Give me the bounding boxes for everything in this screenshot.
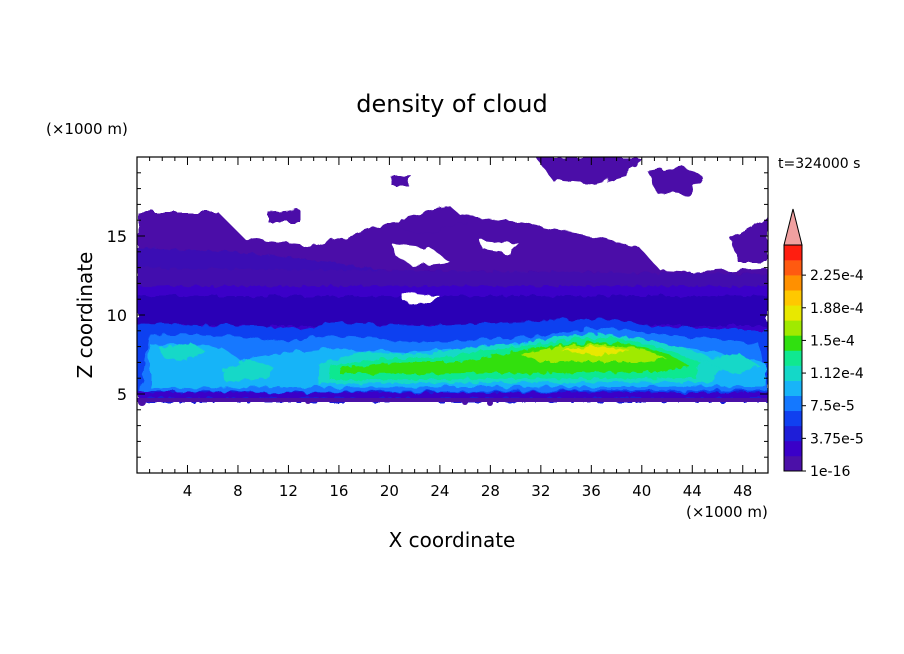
colorbar-swatch bbox=[784, 245, 802, 261]
colorbar-overflow-triangle bbox=[783, 208, 803, 246]
y-tick-label: 15 bbox=[107, 227, 127, 246]
x-tick-label: 12 bbox=[279, 482, 298, 500]
colorbar-swatch bbox=[784, 365, 802, 381]
colorbar-swatch bbox=[784, 380, 802, 396]
colorbar-label: 1.88e-4 bbox=[810, 301, 864, 317]
x-axis-ticks: 4 8 12 16 20 24 28 32 36 40 44 48 bbox=[149, 157, 756, 500]
colorbar-label: 1.12e-4 bbox=[810, 366, 864, 382]
y-unit-label: (×1000 m) bbox=[46, 120, 128, 138]
colorbar-swatch bbox=[784, 320, 802, 336]
colorbar-swatch bbox=[784, 335, 802, 351]
x-tick-label: 4 bbox=[183, 482, 193, 500]
colorbar-swatch bbox=[784, 395, 802, 412]
colorbar-swatch bbox=[784, 410, 802, 427]
colorbar-label: 2.25e-4 bbox=[810, 268, 864, 284]
y-tick-label: 10 bbox=[107, 306, 127, 325]
y-axis-title: Z coordinate bbox=[73, 252, 97, 379]
time-label: t=324000 s bbox=[778, 156, 860, 172]
x-tick-label: 8 bbox=[233, 482, 243, 500]
colorbar-swatch bbox=[784, 455, 802, 472]
colorbar-label: 7.5e-5 bbox=[810, 399, 855, 415]
colorbar-label: 3.75e-5 bbox=[810, 431, 864, 447]
colorbar: 1e-16 3.75e-5 7.5e-5 1.12e-4 1.5e-4 1.88e-4 2.… bbox=[783, 208, 864, 480]
colorbar-swatch bbox=[784, 275, 802, 291]
colorbar-swatch bbox=[784, 350, 802, 366]
colorbar-frame bbox=[783, 244, 803, 472]
x-tick-label: 24 bbox=[430, 482, 449, 500]
x-tick-label: 32 bbox=[531, 482, 550, 500]
x-tick-label: 28 bbox=[481, 482, 500, 500]
colorbar-label: 1e-16 bbox=[810, 464, 850, 480]
x-tick-label: 16 bbox=[329, 482, 348, 500]
x-tick-label: 48 bbox=[733, 482, 752, 500]
colorbar-swatch bbox=[784, 440, 802, 457]
colorbar-swatch bbox=[784, 305, 802, 321]
x-tick-label: 44 bbox=[683, 482, 702, 500]
colorbar-swatch bbox=[784, 260, 802, 276]
x-axis-title: X coordinate bbox=[389, 528, 516, 552]
x-tick-label: 36 bbox=[582, 482, 601, 500]
x-tick-label: 40 bbox=[632, 482, 651, 500]
x-tick-label: 20 bbox=[380, 482, 399, 500]
x-unit-label: (×1000 m) bbox=[686, 503, 768, 521]
heatmap-field bbox=[137, 157, 768, 406]
y-axis-ticks: 5 10 15 bbox=[107, 172, 768, 458]
colorbar-swatch bbox=[784, 425, 802, 442]
y-tick-label: 5 bbox=[117, 385, 127, 404]
chart-title: density of cloud bbox=[356, 90, 547, 118]
colorbar-label: 1.5e-4 bbox=[810, 333, 855, 349]
colorbar-swatch bbox=[784, 290, 802, 306]
